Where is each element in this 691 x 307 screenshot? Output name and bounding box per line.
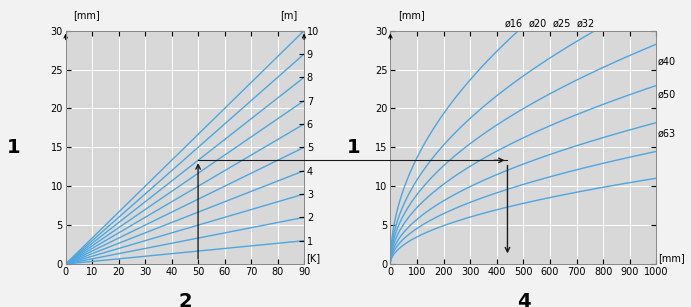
Text: 3: 3 [428,138,442,157]
Text: ø63: ø63 [658,129,676,139]
Text: ø20: ø20 [529,18,547,28]
Text: [K]: [K] [306,253,321,263]
Text: [mm]: [mm] [73,10,100,20]
Text: ø16: ø16 [505,18,523,28]
Text: [m]: [m] [280,10,297,20]
Text: [mm]: [mm] [658,253,685,263]
Text: 4: 4 [517,292,530,307]
Text: [mm]: [mm] [399,10,425,20]
Text: ø40: ø40 [658,56,676,67]
Text: 1: 1 [6,138,20,157]
Text: ø32: ø32 [577,18,595,28]
Text: ø25: ø25 [553,18,571,28]
Text: ø50: ø50 [658,89,676,99]
Text: 2: 2 [178,292,191,307]
Text: 1: 1 [346,138,360,157]
